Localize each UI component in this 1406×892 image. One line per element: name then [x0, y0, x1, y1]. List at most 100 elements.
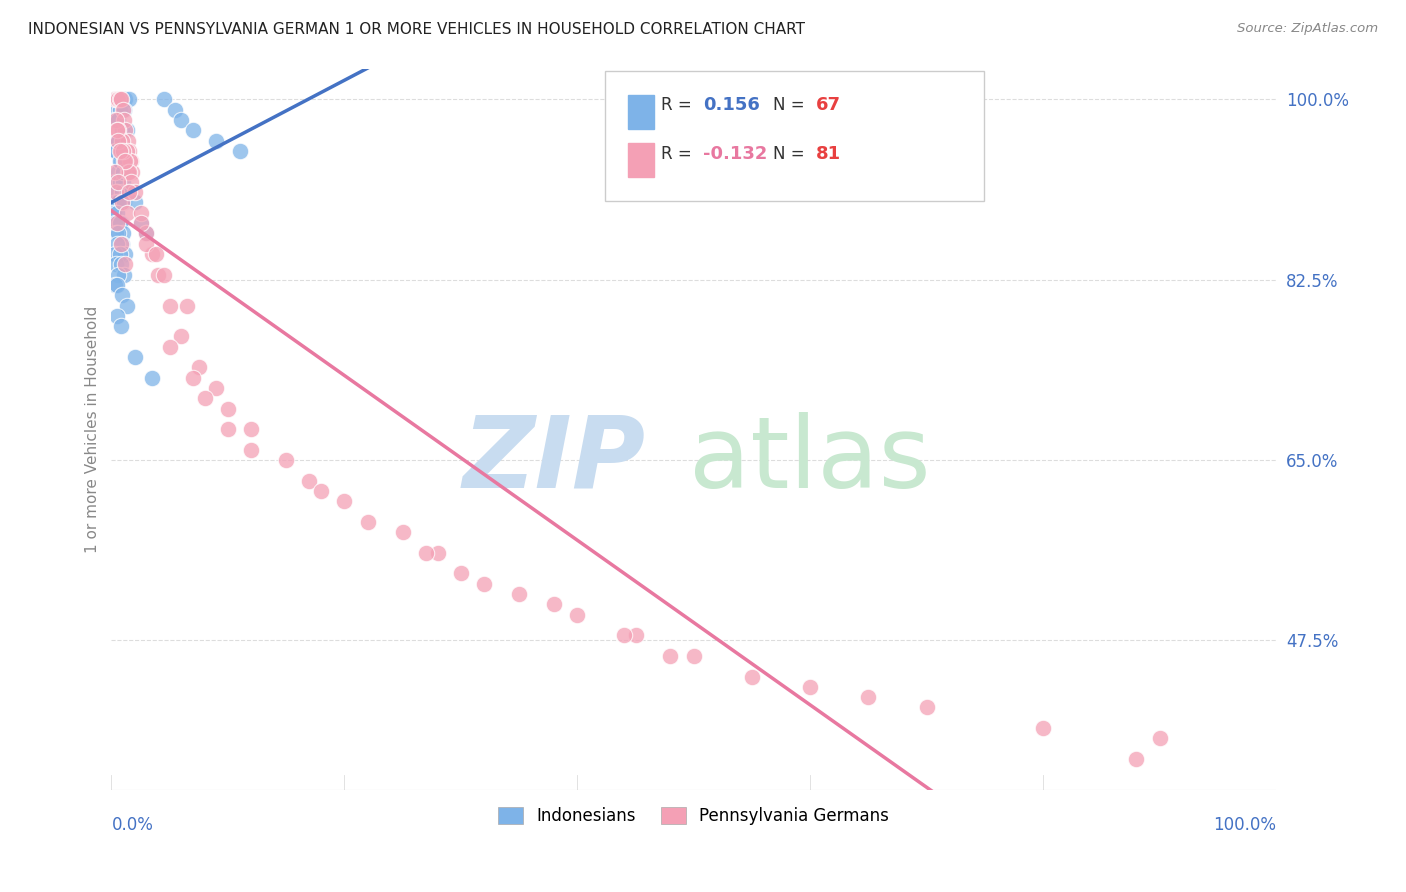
Y-axis label: 1 or more Vehicles in Household: 1 or more Vehicles in Household [86, 306, 100, 553]
Point [108, 144, 131, 158]
Point [111, 236, 134, 251]
Point [103, 206, 125, 220]
Point [114, 154, 136, 169]
Point [107, 123, 129, 137]
Point [114, 257, 136, 271]
Point [108, 103, 131, 117]
Point [105, 257, 128, 271]
Point [110, 257, 132, 271]
Point [115, 185, 138, 199]
Point [741, 669, 763, 683]
Point [135, 227, 157, 241]
Point [1032, 721, 1054, 735]
Point [567, 607, 589, 622]
Point [120, 154, 142, 169]
Point [105, 123, 128, 137]
Point [114, 247, 136, 261]
Point [105, 92, 128, 106]
Point [110, 216, 132, 230]
Point [115, 144, 138, 158]
Point [107, 92, 129, 106]
Point [105, 227, 128, 241]
Point [450, 566, 472, 581]
Point [104, 216, 127, 230]
Point [114, 92, 136, 106]
Point [108, 154, 131, 169]
Point [118, 164, 141, 178]
Point [153, 92, 176, 106]
Text: 81: 81 [815, 145, 841, 162]
Point [110, 144, 132, 158]
Point [543, 598, 565, 612]
Point [105, 134, 128, 148]
Point [104, 134, 127, 148]
Text: N =: N = [773, 96, 810, 114]
Point [274, 453, 297, 467]
Text: Source: ZipAtlas.com: Source: ZipAtlas.com [1237, 22, 1378, 36]
Point [135, 236, 157, 251]
Point [165, 103, 187, 117]
Point [111, 185, 134, 199]
Point [112, 92, 135, 106]
Point [129, 216, 152, 230]
Point [799, 680, 821, 694]
Point [145, 247, 167, 261]
Point [217, 422, 239, 436]
Point [415, 546, 437, 560]
Text: 0.156: 0.156 [703, 96, 759, 114]
Point [1125, 752, 1147, 766]
Point [129, 206, 152, 220]
Point [141, 370, 163, 384]
Text: -0.132: -0.132 [703, 145, 768, 162]
Point [118, 185, 141, 199]
Point [129, 216, 152, 230]
Legend: Indonesians, Pennsylvania Germans: Indonesians, Pennsylvania Germans [492, 800, 896, 832]
Point [682, 648, 704, 663]
Point [104, 164, 127, 178]
Point [426, 546, 449, 560]
Point [104, 277, 127, 292]
Point [124, 195, 146, 210]
Point [613, 628, 636, 642]
Text: R =: R = [661, 145, 697, 162]
Point [309, 483, 332, 498]
Point [117, 164, 139, 178]
Point [170, 113, 193, 128]
Point [187, 360, 209, 375]
Point [472, 576, 495, 591]
Point [333, 494, 356, 508]
Text: N =: N = [773, 145, 810, 162]
Point [111, 134, 134, 148]
Point [107, 113, 129, 128]
Point [915, 700, 938, 714]
Point [112, 164, 135, 178]
Point [141, 247, 163, 261]
Point [112, 144, 135, 158]
Point [104, 175, 127, 189]
Point [108, 247, 131, 261]
Text: 0.0%: 0.0% [111, 815, 153, 834]
Point [170, 329, 193, 343]
Point [111, 288, 134, 302]
Point [110, 92, 132, 106]
Point [105, 144, 128, 158]
Point [114, 123, 136, 137]
Point [112, 195, 135, 210]
Point [107, 134, 129, 148]
Point [117, 164, 139, 178]
Point [105, 185, 128, 199]
Point [240, 422, 263, 436]
Point [159, 299, 181, 313]
Point [112, 103, 135, 117]
Text: atlas: atlas [689, 411, 931, 508]
Point [1149, 731, 1171, 746]
Point [298, 474, 321, 488]
Point [228, 144, 250, 158]
Point [105, 277, 128, 292]
Point [115, 299, 138, 313]
Point [105, 236, 128, 251]
Text: ZIP: ZIP [463, 411, 645, 508]
Point [105, 216, 128, 230]
Point [110, 92, 132, 106]
Point [391, 525, 413, 540]
